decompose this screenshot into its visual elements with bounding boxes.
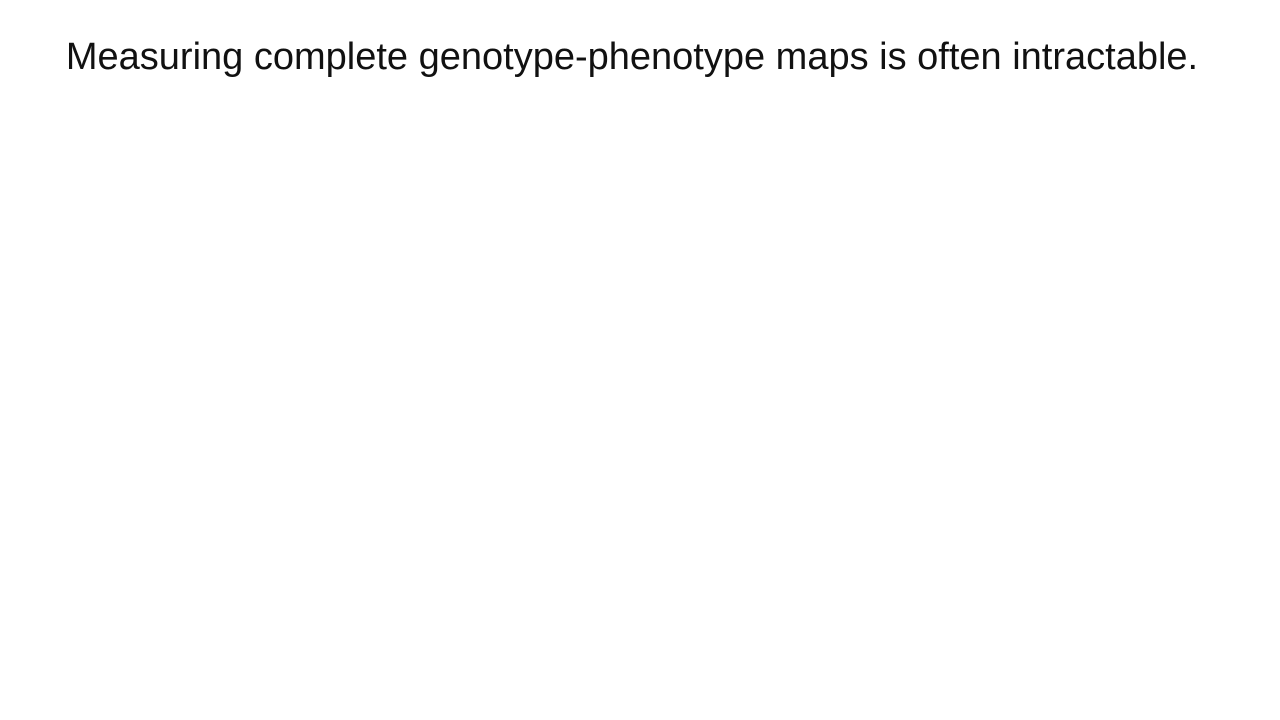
slide-body (0, 100, 1280, 720)
slide-title: Measuring complete genotype-phenotype ma… (65, 36, 1199, 78)
